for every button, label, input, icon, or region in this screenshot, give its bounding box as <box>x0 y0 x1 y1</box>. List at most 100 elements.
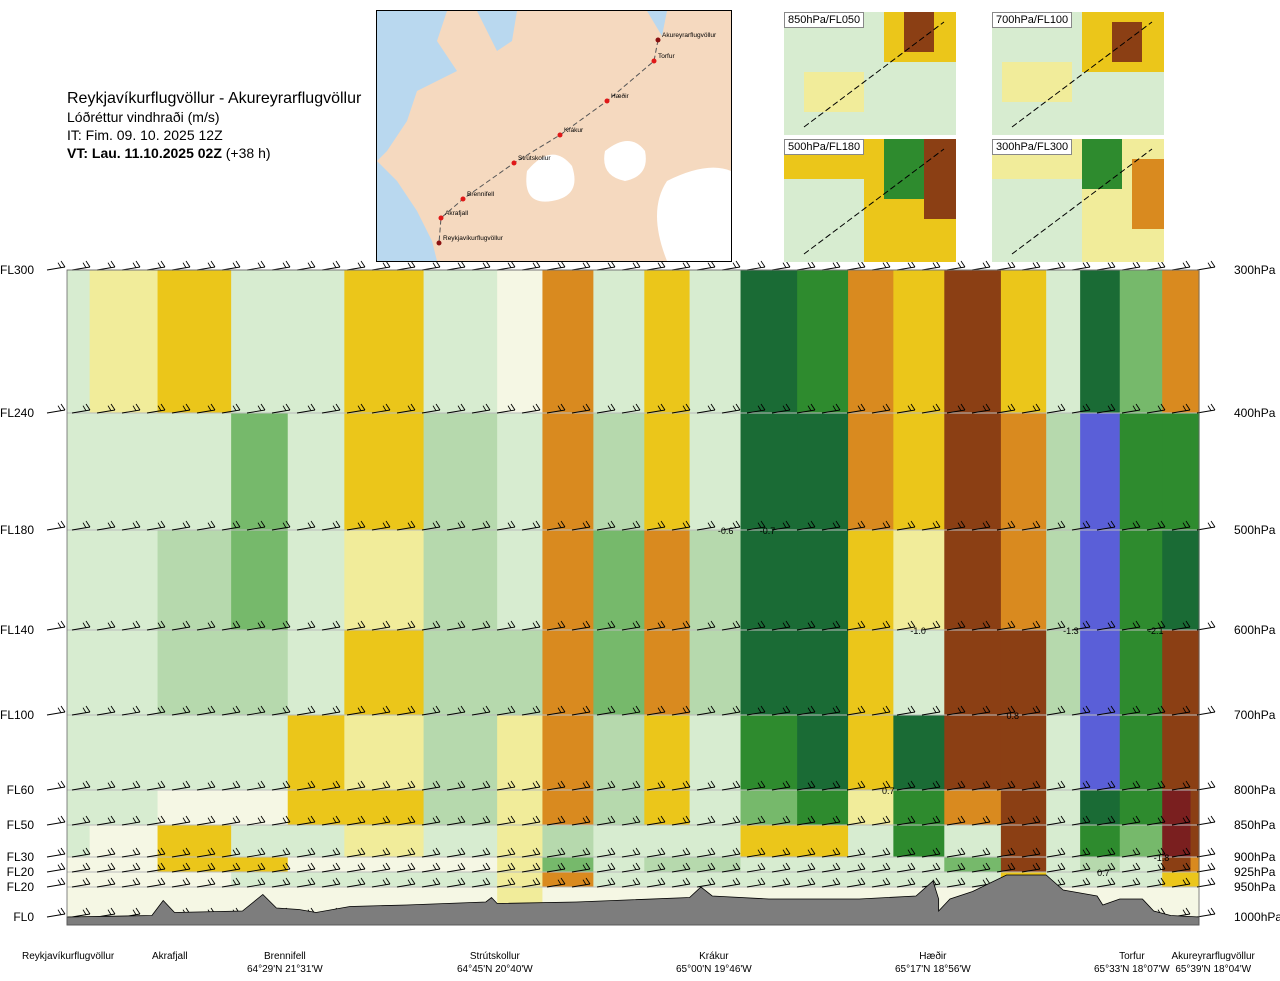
heatmap-cell <box>231 857 289 873</box>
heatmap-cell <box>157 715 232 791</box>
wind-barb <box>171 705 191 716</box>
wind-barb <box>196 815 216 826</box>
wind-barb <box>871 705 891 716</box>
waypoint-coord: 65°33'N 18°07'W <box>1094 964 1170 975</box>
wind-barb <box>296 705 316 716</box>
wind-barb <box>371 780 391 791</box>
wind-barb <box>321 403 341 414</box>
flight-level-label: FL100 <box>0 708 35 722</box>
wind-barb <box>596 815 616 826</box>
heatmap-cell <box>893 413 945 531</box>
wind-barb <box>221 815 241 826</box>
heatmap-cell <box>67 825 91 858</box>
wind-barb <box>371 815 391 826</box>
wind-barb <box>1121 260 1141 271</box>
waypoint-label: Akureyrarflugvöllur 65°39'N 18°04'W <box>1172 950 1255 976</box>
heatmap-cell <box>848 630 894 716</box>
wind-barb <box>721 815 741 826</box>
wind-barb <box>1121 620 1141 631</box>
wind-barb <box>346 620 366 631</box>
wind-barb <box>496 847 516 858</box>
heatmap-cell <box>593 790 645 826</box>
wind-barb <box>71 877 91 888</box>
heatmap-cell <box>89 872 159 888</box>
valid-time-offset: (+38 h) <box>225 145 271 161</box>
wind-barb <box>546 260 566 271</box>
wind-barb <box>1096 705 1116 716</box>
wind-barb <box>1121 780 1141 791</box>
pressure-level-label: 700hPa <box>1234 708 1276 722</box>
minimap-500: 500hPa/FL180 <box>784 139 956 262</box>
heatmap-cell <box>740 270 798 414</box>
wind-barb <box>671 847 691 858</box>
wind-barb <box>246 815 266 826</box>
heatmap-cell <box>797 715 849 791</box>
wind-barb <box>696 260 716 271</box>
wind-barb <box>521 403 541 414</box>
wind-barb <box>896 847 916 858</box>
flight-level-label: FL180 <box>0 523 35 537</box>
wind-barb <box>171 847 191 858</box>
wind-barb <box>421 847 441 858</box>
wind-barb <box>1146 877 1166 888</box>
wind-barb <box>421 705 441 716</box>
heatmap-cell <box>287 857 345 873</box>
wind-barb <box>521 862 541 873</box>
heatmap-cell <box>1190 857 1200 873</box>
fjord-shape <box>477 11 517 51</box>
wind-barb <box>396 847 416 858</box>
wind-barb <box>696 403 716 414</box>
wind-barb <box>246 520 266 531</box>
heatmap-cell <box>797 530 849 631</box>
heatmap-cell <box>497 872 544 888</box>
wind-barb <box>196 620 216 631</box>
wind-barb <box>496 520 516 531</box>
wind-barb <box>721 260 741 271</box>
wind-barb <box>1046 403 1066 414</box>
route-point-label: Brennifell <box>467 191 495 198</box>
heatmap-cell <box>231 715 289 791</box>
wind-barb <box>1021 520 1041 531</box>
route-point-label: Torfur <box>658 53 675 60</box>
flight-level-label: FL20 <box>6 880 34 894</box>
wind-barb <box>521 847 541 858</box>
wind-barb <box>46 877 66 888</box>
wind-barb <box>896 260 916 271</box>
heatmap-cell <box>542 530 594 631</box>
heatmap-cell <box>344 413 425 531</box>
wind-barb <box>1146 847 1166 858</box>
wind-barb <box>1196 780 1216 791</box>
heatmap-cell <box>1190 790 1200 826</box>
value-label: 0.8 <box>1007 711 1020 721</box>
wind-barb <box>71 520 91 531</box>
heatmap-cell <box>542 630 594 716</box>
heatmap-cell <box>542 825 594 858</box>
route-map-drawing: Akureyrarflugvöllur Torfur Hæðir Krákur Strú… <box>377 11 731 261</box>
wind-barb <box>421 260 441 271</box>
heatmap-cell <box>740 530 798 631</box>
wind-barb <box>446 780 466 791</box>
wind-barb <box>846 260 866 271</box>
value-label: 0.7 <box>882 786 895 796</box>
route-point-label: Akureyrarflugvöllur <box>662 32 717 39</box>
waypoint-coord: 65°00'N 19°46'W <box>676 964 752 975</box>
heatmap-cell <box>689 530 742 631</box>
route-point <box>460 196 466 202</box>
waypoint-label: Akrafjall <box>152 950 188 963</box>
wind-barb <box>471 520 491 531</box>
terrain-profile <box>66 874 1200 926</box>
wind-barb <box>71 780 91 791</box>
waypoint-coord: 64°29'N 21°31'W <box>247 964 323 975</box>
heatmap-cell <box>1190 715 1200 791</box>
wind-barb <box>196 862 216 873</box>
wind-barb <box>746 847 766 858</box>
wind-barb <box>871 815 891 826</box>
wind-barb <box>471 862 491 873</box>
wind-barb <box>396 780 416 791</box>
wind-barb <box>546 620 566 631</box>
wind-barb <box>446 847 466 858</box>
wind-barb <box>146 877 166 888</box>
wind-barb <box>746 815 766 826</box>
wind-barb <box>296 260 316 271</box>
route-point-label: Krákur <box>564 127 584 134</box>
